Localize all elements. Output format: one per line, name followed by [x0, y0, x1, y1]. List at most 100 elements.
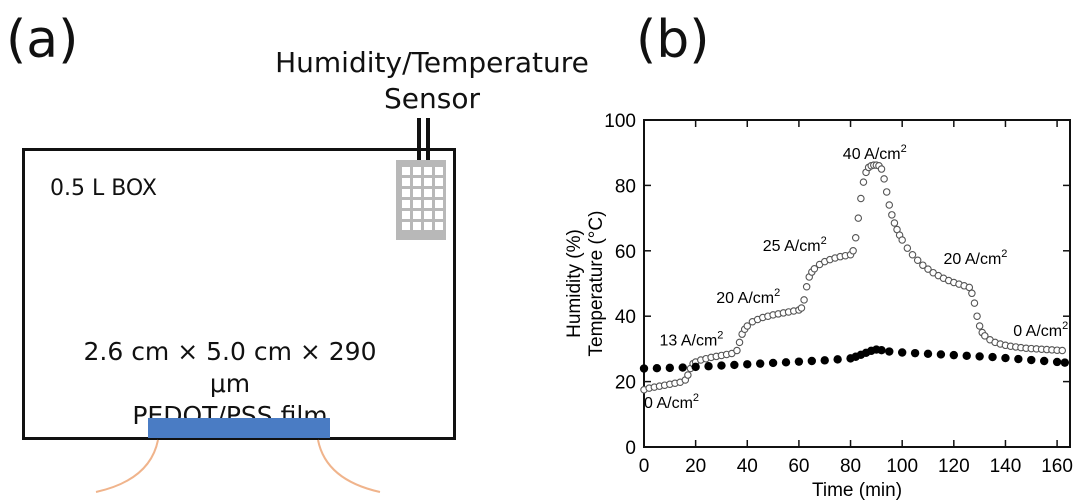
- current-density-label: 25 A/cm2: [763, 235, 827, 255]
- humidity-point: [743, 322, 752, 330]
- superscript: 2: [1062, 320, 1068, 332]
- temperature-point: [910, 348, 920, 358]
- temperature-point: [833, 355, 842, 364]
- humidity-point: [919, 261, 927, 269]
- pedot-pss-film: [148, 418, 330, 438]
- y-tick-label: 20: [615, 373, 636, 394]
- y-axis-label-humidity: Humidity (%): [564, 229, 585, 338]
- humidity-point: [880, 175, 888, 183]
- humidity-point: [735, 338, 744, 347]
- temperature-point: [988, 352, 997, 362]
- sensor-wire-right: [426, 118, 430, 160]
- current-density-label: 40 A/cm2: [843, 143, 907, 163]
- temperature-point: [1027, 355, 1036, 365]
- temperature-point: [877, 346, 886, 355]
- humidity-point: [849, 247, 857, 255]
- x-tick-label: 0: [639, 456, 650, 477]
- humidity-point: [797, 304, 806, 312]
- temperature-point: [704, 362, 713, 371]
- sensor-title-line2: Sensor: [384, 82, 480, 115]
- y-tick-label: 100: [604, 111, 636, 132]
- film-lead-left: [95, 439, 159, 493]
- panel-a-label: (a): [6, 10, 79, 70]
- sensor-title-line1: Humidity/Temperature: [275, 46, 589, 79]
- sensor-icon: [396, 160, 446, 240]
- plot-frame: [643, 119, 1071, 448]
- temperature-point: [768, 358, 778, 368]
- superscript: 2: [693, 392, 699, 404]
- temperature-point: [962, 351, 971, 360]
- temperature-point: [949, 350, 959, 360]
- temperature-point: [1001, 353, 1010, 363]
- humidity-point: [1058, 346, 1067, 355]
- x-tick-label: 80: [840, 456, 861, 477]
- temperature-point: [1052, 357, 1062, 367]
- temperature-point: [755, 359, 765, 368]
- temperature-point: [652, 363, 662, 373]
- superscript: 2: [717, 330, 723, 342]
- current-density-label: 13 A/cm2: [659, 330, 723, 350]
- humidity-point: [810, 265, 819, 273]
- film-dimensions: 2.6 cm × 5.0 cm × 290 μm: [83, 337, 377, 398]
- y-tick-label: 80: [615, 176, 636, 197]
- humidity-point: [802, 283, 811, 291]
- humidity-point: [968, 289, 976, 298]
- x-tick-label: 140: [990, 456, 1022, 477]
- box-label: 0.5 L BOX: [50, 176, 157, 201]
- x-axis-label: Time (min): [812, 480, 902, 500]
- humidity-point: [859, 178, 868, 186]
- superscript: 2: [774, 287, 780, 299]
- humidity-point: [970, 299, 979, 307]
- temperature-point: [936, 350, 946, 359]
- y-axis-label-temperature: Temperature (°C): [586, 211, 607, 357]
- humidity-point: [975, 322, 984, 330]
- humidity-point: [882, 188, 891, 196]
- temperature-point: [665, 363, 675, 373]
- humidity-point: [877, 165, 886, 173]
- humidity-temperature-chart: 0 20 40 60 80 100 120 140 160 0 20 40 60 80 100 Time (m…: [564, 111, 1073, 500]
- humidity-point: [973, 312, 981, 320]
- x-tick-label: 160: [1041, 456, 1073, 477]
- humidity-point: [890, 219, 899, 227]
- temperature-point: [1060, 358, 1070, 367]
- temperature-point: [923, 349, 933, 359]
- superscript: 2: [1001, 248, 1007, 260]
- humidity-point: [903, 244, 912, 252]
- temperature-point: [743, 360, 752, 369]
- humidity-point: [913, 256, 922, 265]
- sensor-wire-left: [417, 118, 421, 160]
- temperature-point: [897, 348, 907, 357]
- y-tick-label: 60: [615, 242, 636, 263]
- humidity-point: [733, 346, 741, 355]
- current-density-label: 20 A/cm2: [716, 287, 780, 307]
- x-tick-label: 60: [788, 456, 809, 477]
- x-tick-label: 40: [737, 456, 758, 477]
- superscript: 2: [821, 235, 827, 247]
- temperature-point: [885, 347, 894, 356]
- temperature-point: [717, 361, 726, 370]
- humidity-point: [800, 296, 808, 304]
- box-outline: [22, 148, 456, 440]
- current-density-label: 20 A/cm2: [943, 248, 1007, 268]
- sensor-title: Humidity/Temperature Sensor: [262, 45, 602, 117]
- temperature-point: [691, 362, 700, 372]
- film-lead-right: [317, 439, 381, 493]
- current-density-label: 0 A/cm2: [1013, 320, 1068, 340]
- temperature-point: [1039, 356, 1049, 366]
- humidity-point: [981, 332, 989, 340]
- humidity-point: [857, 194, 865, 203]
- temperature-point: [781, 358, 791, 367]
- y-tick-label: 0: [625, 438, 636, 459]
- x-tick-label: 20: [685, 456, 706, 477]
- temperature-point: [820, 356, 829, 365]
- humidity-point: [854, 214, 863, 222]
- film-description: 2.6 cm × 5.0 cm × 290 μm PEDOT/PSS film: [60, 336, 400, 432]
- temperature-point: [639, 364, 649, 373]
- temperature-point: [730, 360, 739, 370]
- temperature-point: [807, 356, 817, 366]
- humidity-point: [924, 265, 932, 273]
- humidity-point: [908, 250, 917, 259]
- humidity-point: [684, 371, 692, 379]
- humidity-point: [898, 236, 906, 244]
